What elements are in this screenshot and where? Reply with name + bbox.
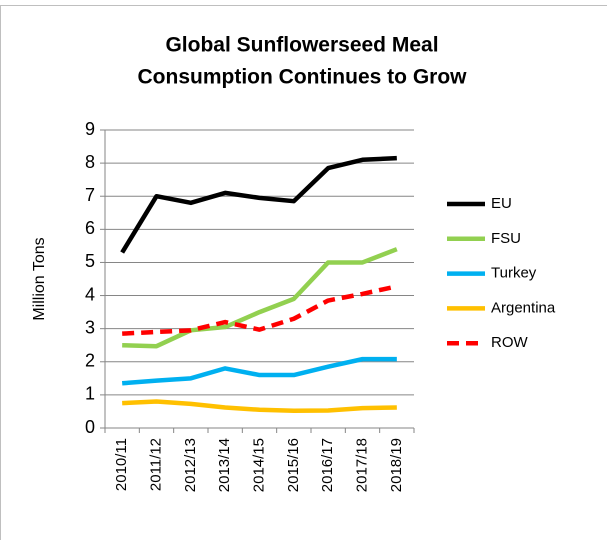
y-tick-label: 3 bbox=[85, 317, 95, 337]
y-tick-label: 9 bbox=[85, 119, 95, 139]
x-tick-label: 2014/15 bbox=[250, 438, 267, 492]
y-tick-label: 2 bbox=[85, 351, 95, 371]
x-tick-label: 2013/14 bbox=[216, 438, 233, 492]
legend-label: Argentina bbox=[491, 299, 556, 316]
legend-label: Turkey bbox=[491, 265, 537, 282]
series-line bbox=[122, 284, 398, 336]
series-line bbox=[122, 247, 398, 349]
series-line bbox=[120, 155, 397, 254]
x-tick-label: 2010/11 bbox=[113, 438, 130, 491]
chart-frame bbox=[0, 5, 607, 540]
y-axis-label: Million Tons bbox=[31, 237, 48, 320]
x-tick-label: 2012/13 bbox=[182, 438, 199, 492]
y-tick-label: 5 bbox=[85, 251, 95, 271]
y-tick-label: 4 bbox=[85, 284, 95, 304]
legend-label: ROW bbox=[491, 334, 529, 351]
y-tick-label: 0 bbox=[85, 417, 95, 437]
y-tick-label: 8 bbox=[85, 152, 95, 172]
chart-title: Global Sunflowerseed Meal bbox=[165, 34, 438, 57]
x-tick-label: 2017/18 bbox=[353, 438, 370, 492]
x-tick-label: 2018/19 bbox=[388, 438, 405, 492]
series-line bbox=[121, 356, 397, 386]
x-tick-label: 2011/12 bbox=[147, 438, 164, 491]
y-tick-label: 1 bbox=[85, 384, 95, 404]
x-tick-label: 2016/17 bbox=[319, 438, 336, 492]
legend-label: EU bbox=[491, 195, 512, 212]
chart-title: Consumption Continues to Grow bbox=[138, 66, 468, 89]
series-line bbox=[122, 399, 397, 414]
x-tick-label: 2015/16 bbox=[285, 438, 302, 492]
y-tick-label: 6 bbox=[85, 218, 95, 238]
legend-label: FSU bbox=[491, 230, 521, 247]
y-tick-label: 7 bbox=[85, 185, 95, 205]
